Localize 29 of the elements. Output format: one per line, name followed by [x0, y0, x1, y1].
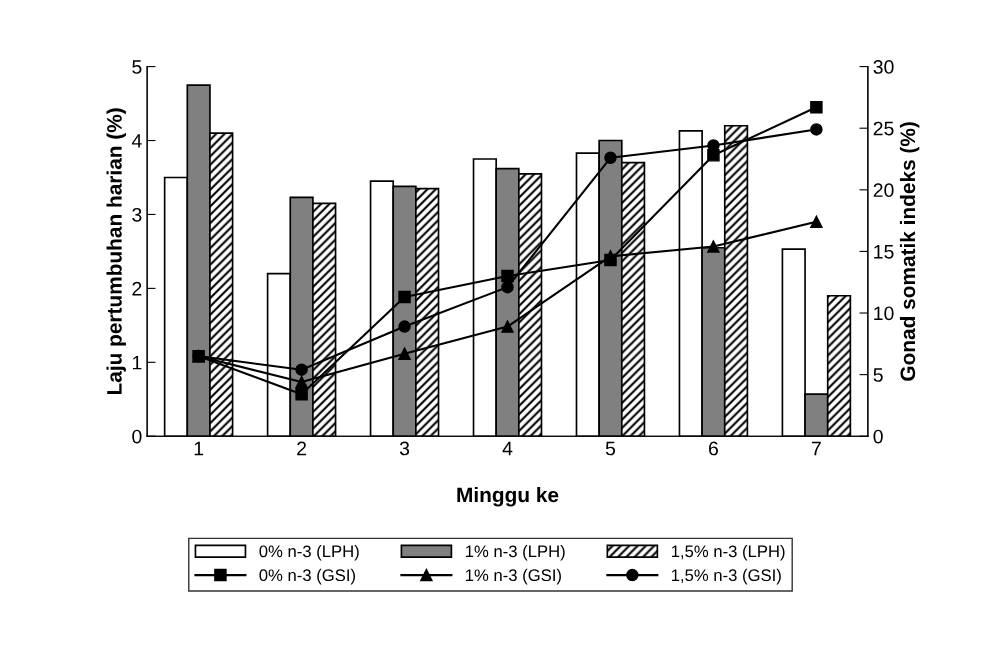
y2-axis-title: Gonad somatik indeks (%) — [899, 122, 920, 381]
y2-tick-label: 20 — [873, 183, 894, 198]
y2-tick-label: 30 — [873, 60, 894, 74]
x-axis-title: Minggu ke — [457, 486, 559, 507]
y-tick-label: 2 — [132, 281, 142, 296]
y2-tick-label: 25 — [873, 121, 894, 136]
legend-label: 1,5% n-3 (GSI) — [671, 568, 781, 585]
legend-label: 1% n-3 (GSI) — [466, 568, 561, 585]
x-tick-label: 3 — [399, 441, 410, 456]
y-tick-label: 0 — [132, 429, 142, 444]
legend-label: 1% n-3 (LPH) — [466, 544, 565, 561]
x-tick-label: 4 — [502, 441, 513, 456]
y-tick-label: 4 — [131, 134, 142, 148]
y2-tick-label: 10 — [874, 306, 894, 321]
y-tick-label: 1 — [132, 355, 142, 370]
x-tick-label: 6 — [709, 441, 718, 456]
x-tick-label: 5 — [605, 441, 616, 456]
legend-label: 0% n-3 (GSI) — [259, 568, 355, 585]
x-tick-label: 1 — [194, 441, 204, 456]
y-axis-title: Laju pertumbuhan harian (%) — [106, 108, 126, 395]
y2-tick-label: 0 — [873, 429, 883, 444]
y-tick-label: 5 — [132, 60, 142, 74]
x-tick-label: 7 — [811, 441, 821, 456]
y2-tick-label: 15 — [874, 245, 894, 259]
y-tick-label: 3 — [132, 207, 142, 222]
x-tick-label: 2 — [297, 441, 307, 456]
legend-label: 1,5% n-3 (LPH) — [671, 544, 785, 561]
y2-tick-label: 5 — [873, 368, 883, 382]
legend-label: 0% n-3 (LPH) — [259, 544, 359, 561]
